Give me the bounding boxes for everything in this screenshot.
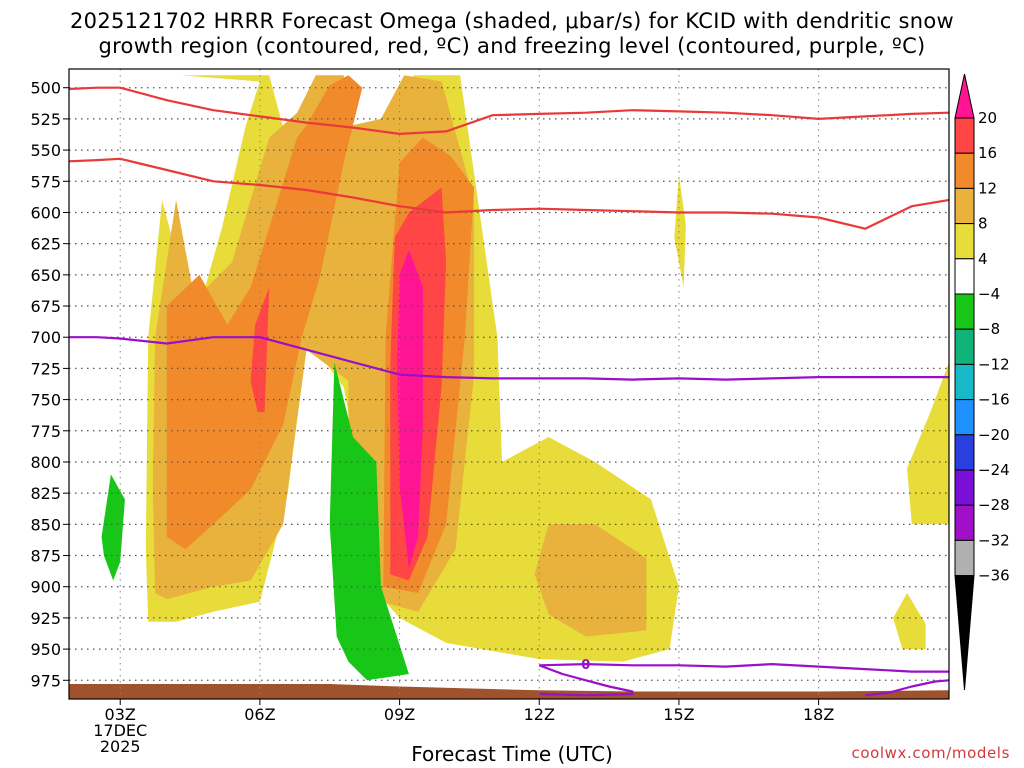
colorbar-label-2: 12 [978,179,997,197]
colorbar-label-1: 16 [978,144,997,162]
colorbar-bin-4 [954,258,975,295]
x-tick-label-03Z-2: 2025 [100,737,141,756]
y-tick-label-800: 800 [30,453,61,472]
contour-series-5 [865,679,949,697]
y-tick-label-725: 725 [30,359,61,378]
colorbar-top-triangle [954,73,975,119]
colorbar: 20 16 12 8 4 −4 −8 −12 −16 −20 −24 −28 −32 −36 [954,73,1010,691]
y-tick-label-575: 575 [30,172,61,191]
y-tick-label-550: 550 [30,141,61,160]
y-tick-label-975: 975 [30,671,61,690]
shaded-region-omega-12-16-upper [292,156,330,244]
colorbar-bin-12 [954,539,975,577]
colorbar-label-7: −12 [978,355,1010,373]
shaded-region-omega-neg4-neg8-right [329,362,409,681]
y-tick-label-925: 925 [30,609,61,628]
colorbar-bin-5 [954,293,975,330]
contour-label-0: 0 [581,658,590,673]
x-tick-label-06Z-0: 06Z [244,705,275,724]
contour-series-0 [69,86,949,135]
source-credit: coolwx.com/models [851,744,1010,762]
colorbar-bin-2 [954,187,975,225]
axis-layer: 500 525 550 575 600 625 650 675 700 725 750 775 800 8… [30,79,834,756]
colorbar-label-6: −8 [978,320,1000,338]
x-tick-label-15Z-0: 15Z [663,705,694,724]
contour-series-2 [69,336,949,381]
colorbar-label-4: 4 [978,250,988,268]
shaded-region-omega-4-8-far-east [907,362,949,525]
shaded-region-omega-16-20-left [250,287,270,413]
colorbar-label-5: −4 [978,285,1000,303]
contour-series-4 [538,664,634,697]
y-tick-label-775: 775 [30,422,61,441]
y-tick-label-525: 525 [30,110,61,129]
y-tick-label-650: 650 [30,266,61,285]
contour-line-layer: 0 [69,86,949,697]
colorbar-bin-8 [954,399,975,436]
y-tick-label-600: 600 [30,203,61,222]
grid-layer [69,69,949,699]
colorbar-bin-6 [954,328,975,365]
shaded-region-ground [69,684,949,699]
chart-title-line-2: growth region (contoured, red, ºC) and f… [98,34,926,58]
colorbar-bin-7 [954,363,975,401]
shaded-region-omega-20-plus [397,249,423,568]
colorbar-label-13: −36 [978,567,1010,585]
colorbar-bottom-triangle [954,575,975,691]
shaded-region-omega-neg4-neg8-left [101,474,125,581]
chart-title-line-1: 2025121702 HRRR Forecast Omega (shaded, … [70,9,954,33]
colorbar-label-10: −24 [978,461,1010,479]
y-tick-label-750: 750 [30,391,61,410]
shaded-region-omega-8-12-south [534,524,647,637]
y-tick-label-500: 500 [30,79,61,98]
colorbar-label-12: −32 [978,531,1010,549]
colorbar-bin-10 [954,469,975,506]
x-tick-label-09Z-0: 09Z [384,705,415,724]
contour-series-3 [539,663,949,673]
shaded-region-omega-4-8-se [893,593,926,650]
y-tick-label-900: 900 [30,578,61,597]
x-axis-label: Forecast Time (UTC) [411,742,613,766]
colorbar-bin-11 [954,504,975,541]
y-tick-label-875: 875 [30,547,61,566]
colorbar-bin-3 [954,223,975,260]
colorbar-label-3: 8 [978,215,988,233]
shaded-region-omega-4-8-east [674,175,686,288]
y-tick-label-825: 825 [30,484,61,503]
colorbar-bin-0 [954,117,975,154]
colorbar-label-0: 20 [978,109,997,127]
x-tick-label-03Z-1: 17DEC [93,721,147,740]
y-tick-label-625: 625 [30,235,61,254]
y-tick-label-675: 675 [30,297,61,316]
y-tick-label-950: 950 [30,640,61,659]
colorbar-bin-1 [954,152,975,189]
x-tick-label-12Z-0: 12Z [524,705,555,724]
y-tick-label-700: 700 [30,328,61,347]
colorbar-bin-9 [954,434,975,471]
plot-frame [68,68,950,700]
x-tick-label-03Z-0: 03Z [105,705,136,724]
x-tick-label-18Z-0: 18Z [803,705,834,724]
y-tick-label-850: 850 [30,515,61,534]
plot-frame-layer [68,68,950,700]
colorbar-label-8: −16 [978,391,1010,409]
colorbar-label-11: −28 [978,496,1010,514]
colorbar-label-9: −20 [978,426,1010,444]
contour-series-1 [69,157,949,230]
